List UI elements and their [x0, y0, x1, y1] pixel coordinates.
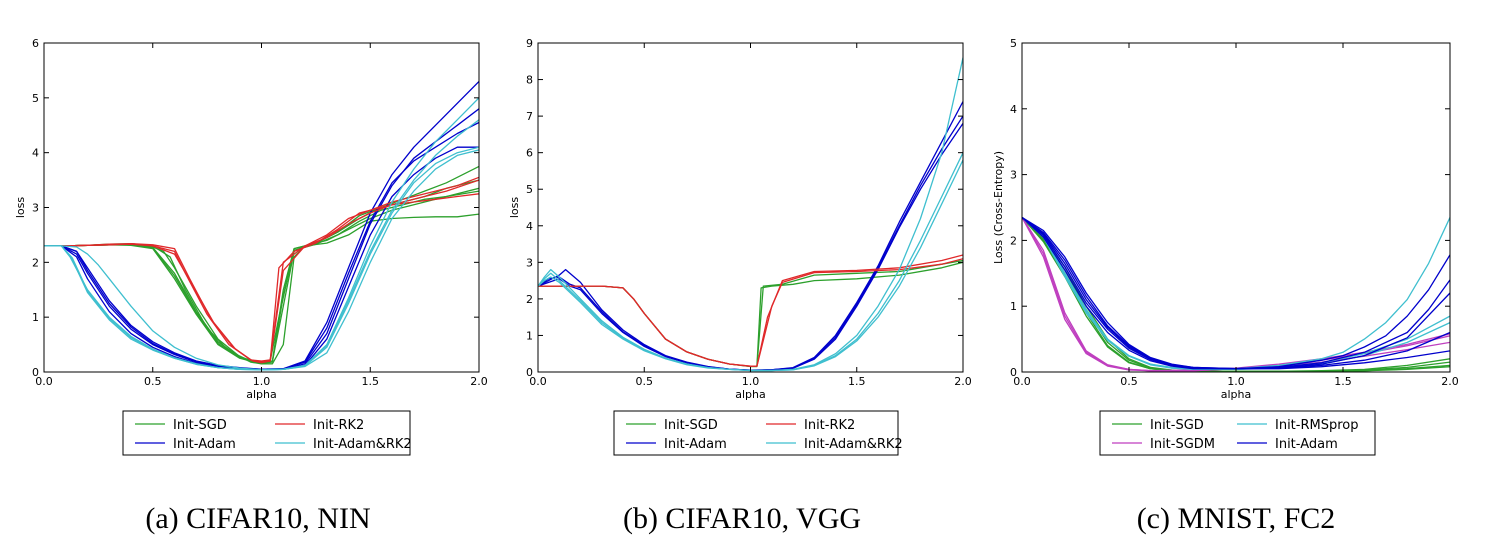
x-tick-label: 0.0 — [529, 375, 547, 388]
legend-label: Init-Adam&RK2 — [804, 437, 903, 452]
x-tick-label: 1.0 — [1227, 375, 1245, 388]
series-line-init-rmsprop-3 — [1022, 216, 1450, 371]
y-axis-label: loss — [508, 197, 521, 219]
legend-box — [1099, 410, 1376, 456]
series-line-init-adam-4 — [1022, 216, 1450, 370]
series-line-init-adam-rk2-1 — [44, 149, 479, 371]
y-tick-label: 0 — [526, 366, 533, 379]
legend-label: Init-Adam — [1275, 437, 1338, 452]
axes-frame — [43, 42, 480, 373]
series-line-init-sgd-2 — [44, 187, 479, 365]
chart-caption: (c) MNIST, FC2 — [1137, 502, 1336, 535]
y-tick-label: 4 — [32, 147, 39, 160]
series-line-init-adam-4 — [44, 121, 479, 370]
y-tick-label: 0 — [32, 366, 39, 379]
series-line-init-sgd-1 — [538, 261, 963, 368]
x-tick-label: 0.5 — [1120, 375, 1138, 388]
y-tick-label: 2 — [32, 256, 39, 269]
legend-label: Init-Adam&RK2 — [313, 437, 412, 452]
chart-caption: (b) CIFAR10, VGG — [623, 502, 861, 535]
series-line-init-sgd-3 — [44, 179, 479, 363]
y-axis-label: loss — [14, 197, 27, 219]
legend: Init-SGD Init-SGDM Init-RMSprop Init-Adam — [1099, 410, 1376, 456]
y-tick-label: 6 — [32, 37, 39, 50]
chart-1: 0.0 0.5 1.0 1.5 2.00123456alphalossInit-SGDI… — [14, 37, 488, 535]
legend-label: Init-Adam — [173, 437, 236, 452]
x-tick-label: 0.0 — [1013, 375, 1031, 388]
y-tick-label: 6 — [526, 147, 533, 160]
series-line-init-rk2-1 — [44, 179, 479, 363]
y-tick-label: 1 — [32, 311, 39, 324]
x-axis-label: alpha — [246, 388, 277, 401]
series-line-init-rk2-2 — [538, 258, 963, 367]
y-tick-label: 9 — [526, 37, 533, 50]
legend-label: Init-SGD — [664, 418, 718, 433]
legend-box — [613, 410, 899, 456]
x-tick-label: 1.0 — [253, 375, 271, 388]
series-line-init-adam-1 — [44, 80, 479, 370]
y-tick-label: 3 — [32, 202, 39, 215]
x-tick-label: 1.5 — [362, 375, 380, 388]
x-tick-label: 1.5 — [1334, 375, 1352, 388]
plot-area — [1022, 216, 1450, 372]
chart-2: 0.0 0.5 1.0 1.5 2.0 0 1 2 3 4 5 6 7 8 9 alpha loss Init-S… — [508, 37, 972, 535]
y-tick-label: 2 — [1010, 234, 1017, 247]
legend-label: Init-Adam — [664, 437, 727, 452]
legend-label: Init-RK2 — [313, 418, 364, 433]
x-axis-label: alpha — [1221, 388, 1252, 401]
series-line-init-adam-rk2-2 — [44, 97, 479, 371]
chart-caption: (a) CIFAR10, NIN — [145, 502, 370, 535]
legend-label: Init-SGDM — [1150, 437, 1215, 452]
series-line-init-adam-rk2-3 — [538, 159, 963, 372]
y-tick-label: 5 — [32, 92, 39, 105]
legend-label: Init-RK2 — [804, 418, 855, 433]
x-tick-label: 0.0 — [35, 375, 53, 388]
series-line-init-adam-rk2-4 — [44, 119, 479, 371]
x-tick-label: 2.0 — [1441, 375, 1459, 388]
y-tick-label: 0 — [1010, 366, 1017, 379]
y-tick-label: 1 — [526, 329, 533, 342]
series-line-init-adam-rk2-2 — [538, 152, 963, 372]
y-tick-label: 1 — [1010, 300, 1017, 313]
y-tick-label: 3 — [1010, 169, 1017, 182]
legend: Init-SGD Init-Adam Init-RK2 Init-Adam&RK2 — [122, 410, 412, 456]
y-tick-label: 3 — [526, 256, 533, 269]
plot-area — [44, 80, 479, 371]
x-tick-label: 1.0 — [742, 375, 760, 388]
series-line-init-adam-2 — [538, 115, 963, 371]
legend: Init-SGD Init-Adam Init-RK2 Init-Adam&RK2 — [613, 410, 903, 456]
legend-label: Init-SGD — [173, 418, 227, 433]
chart-3: 0.0 0.5 1.0 1.5 2.0 0 1 2 3 4 5 alpha Loss (Cross-En… — [992, 37, 1459, 535]
plot-area — [538, 57, 963, 372]
y-axis-label: Loss (Cross-Entropy) — [992, 151, 1005, 264]
x-tick-label: 0.5 — [636, 375, 654, 388]
series-line-init-adam-1 — [538, 101, 963, 371]
series-line-init-adam-5 — [1022, 216, 1450, 370]
legend-label: Init-RMSprop — [1275, 418, 1359, 433]
legend-box — [122, 410, 411, 456]
y-tick-label: 4 — [1010, 103, 1017, 116]
x-axis-label: alpha — [735, 388, 766, 401]
legend-label: Init-SGD — [1150, 418, 1204, 433]
y-tick-label: 8 — [526, 74, 533, 87]
y-tick-label: 5 — [526, 183, 533, 196]
y-tick-label: 7 — [526, 110, 533, 123]
series-line-init-adam-3 — [538, 123, 963, 371]
y-tick-label: 4 — [526, 220, 533, 233]
x-tick-label: 0.5 — [144, 375, 162, 388]
x-tick-label: 2.0 — [470, 375, 488, 388]
y-tick-label: 5 — [1010, 37, 1017, 50]
y-tick-label: 2 — [526, 293, 533, 306]
x-tick-label: 2.0 — [954, 375, 972, 388]
x-tick-label: 1.5 — [848, 375, 866, 388]
series-line-init-sgd-1 — [44, 213, 479, 365]
